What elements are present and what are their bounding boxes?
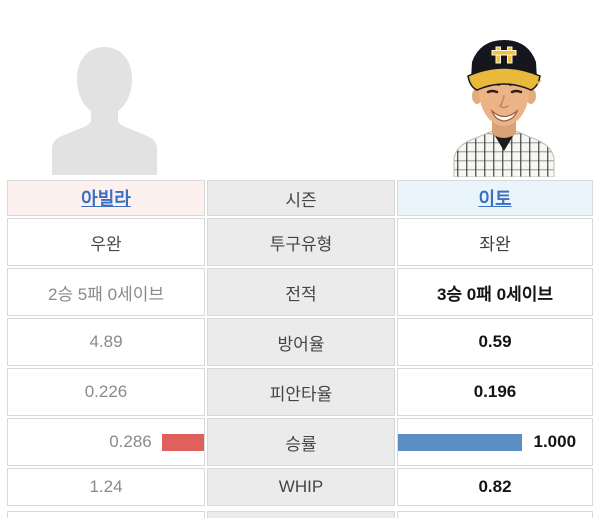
- right-player-link[interactable]: 이토: [478, 189, 512, 209]
- right-player-value: 0.59: [397, 318, 593, 366]
- season-header-cell: 시즌: [207, 180, 395, 216]
- right-player-value: [397, 511, 593, 518]
- photo-area: [0, 0, 600, 180]
- table-header-row: 아빌라 시즌 이토: [7, 180, 593, 216]
- left-player-header-cell: 아빌라: [7, 180, 205, 216]
- left-player-value: 0.226: [7, 368, 205, 416]
- left-player-value-with-bar: 0.286: [7, 418, 205, 466]
- person-silhouette-icon: [52, 47, 157, 175]
- stat-row-win-rate: 0.286 승률 1.000: [7, 418, 593, 466]
- season-label: 시즌: [285, 190, 317, 210]
- left-player-value: 2승 5패 0세이브: [7, 268, 205, 316]
- right-player-value-with-bar: 1.000: [397, 418, 593, 466]
- left-player-value: [7, 511, 205, 518]
- right-win-rate-bar: [398, 433, 522, 451]
- stat-row-era: 4.89 방어율 0.59: [7, 318, 593, 366]
- stat-row-record: 2승 5패 0세이브 전적 3승 0패 0세이브: [7, 268, 593, 316]
- right-player-value: 1.000: [533, 432, 577, 451]
- left-player-value: 우완: [7, 218, 205, 266]
- left-player-photo-silhouette: [47, 41, 162, 175]
- stat-label: 승률: [207, 418, 395, 466]
- stat-row-pitch-type: 우완 투구유형 좌완: [7, 218, 593, 266]
- right-player-value: 좌완: [397, 218, 593, 266]
- stat-row-whip: 1.24 WHIP 0.82: [7, 468, 593, 506]
- stat-label: 피안타율: [207, 368, 395, 416]
- stat-row-partial: [7, 511, 593, 518]
- right-player-header-cell: 이토: [397, 180, 593, 216]
- right-player-photo: [448, 34, 560, 177]
- stat-label: 투구유형: [207, 218, 395, 266]
- stat-comparison-table: 아빌라 시즌 이토 우완 투구유형 좌완 2승 5패 0세이브 전적 3승 0패…: [7, 180, 593, 518]
- stat-row-avg-against: 0.226 피안타율 0.196: [7, 368, 593, 416]
- left-player-value: 1.24: [7, 468, 205, 506]
- stat-label: WHIP: [207, 468, 395, 506]
- pitcher-portrait-image: [453, 40, 555, 177]
- right-player-value: 3승 0패 0세이브: [397, 268, 593, 316]
- stat-label: 방어율: [207, 318, 395, 366]
- left-win-rate-bar: [161, 433, 204, 451]
- stat-label: 전적: [207, 268, 395, 316]
- left-player-value: 4.89: [7, 318, 205, 366]
- right-player-value: 0.82: [397, 468, 593, 506]
- right-player-value: 0.196: [397, 368, 593, 416]
- left-player-value: 0.286: [109, 432, 152, 451]
- stat-label: [207, 511, 395, 518]
- left-player-link[interactable]: 아빌라: [81, 189, 131, 209]
